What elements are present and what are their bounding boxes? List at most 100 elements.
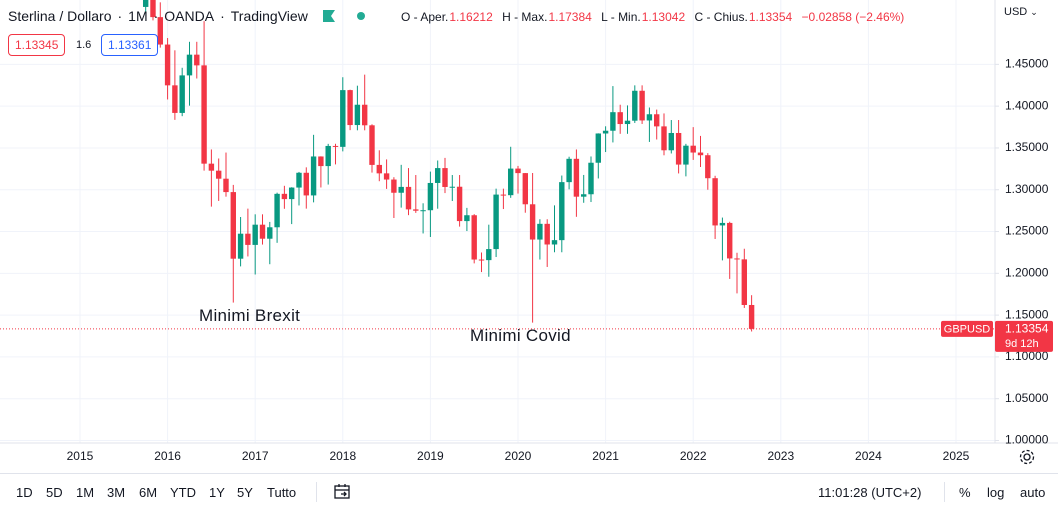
candle-body	[456, 186, 463, 222]
candle-body	[551, 240, 558, 245]
scale-option[interactable]: log	[987, 485, 1005, 500]
candle-body	[507, 168, 514, 196]
candle-body	[566, 158, 572, 183]
candles	[142, 0, 755, 332]
x-tick-label: 2025	[943, 449, 970, 463]
candle-body	[522, 173, 528, 205]
ohlc-value: 1.16212	[449, 10, 493, 24]
candle-body	[405, 186, 412, 210]
range-button[interactable]: 1M	[76, 485, 95, 500]
symbol-tag	[941, 320, 993, 337]
candle-body	[252, 224, 258, 245]
candle-body	[215, 170, 222, 179]
candle-body	[318, 156, 324, 167]
candle-body	[486, 249, 492, 261]
candle-body	[230, 192, 236, 259]
market-status	[356, 12, 365, 20]
candle-body	[420, 210, 426, 212]
y-tick-label: 1.00000	[1005, 433, 1049, 447]
ohlc-value: 1.17384	[548, 10, 592, 24]
range-button[interactable]: Tutto	[267, 485, 297, 500]
calendar-icon[interactable]	[333, 483, 351, 501]
flag-icon[interactable]	[322, 9, 336, 23]
candle-body	[602, 130, 609, 134]
x-tick-label: 2015	[67, 449, 94, 463]
ohlc-label: L - Min.	[601, 10, 641, 24]
y-tick-label: 1.10000	[1005, 349, 1049, 363]
range-button[interactable]: 5Y	[237, 485, 253, 500]
candle-body	[259, 224, 266, 239]
range-button[interactable]: 5D	[46, 485, 63, 500]
candle-body	[478, 259, 485, 261]
candle-body	[464, 215, 470, 222]
change: −0.02858 (−2.46%)	[801, 10, 905, 24]
candle-body	[172, 85, 178, 113]
candle-body	[734, 258, 740, 260]
candle-body	[661, 126, 667, 151]
chart: 1.00000 1.05000 1.10000 1.15000 1.20000 1.250…	[0, 0, 1058, 465]
candle-body	[434, 168, 441, 183]
symbol-tag-label: GBPUSD	[944, 323, 991, 335]
candle-body	[675, 132, 682, 165]
range-button[interactable]: YTD	[170, 485, 196, 500]
candle-body	[705, 155, 711, 179]
buy-button[interactable]: 1.13361	[101, 34, 159, 56]
candle-body	[632, 90, 638, 121]
candle-body	[340, 90, 346, 147]
candle-body	[639, 90, 645, 121]
symbol-header: Sterlina / Dollaro · 1M · OANDA · TradingVi…	[8, 8, 367, 24]
scale-option[interactable]: auto	[1020, 485, 1046, 500]
x-tick-label: 2020	[505, 449, 532, 463]
candle-body	[537, 223, 543, 240]
price-tag-value: 1.13354	[1005, 322, 1049, 336]
y-tick-label: 1.35000	[1005, 140, 1049, 154]
range-button[interactable]: 3M	[107, 485, 126, 500]
range-button[interactable]: 6M	[139, 485, 158, 500]
ohlc-label: C - Chius.	[694, 10, 748, 24]
candle-body	[654, 114, 660, 127]
y-tick-label: 1.30000	[1005, 182, 1049, 196]
candle-body	[274, 193, 280, 228]
candle-body	[588, 162, 594, 195]
annotation: Minimi Covid	[470, 326, 571, 345]
range-button[interactable]: 1Y	[209, 485, 225, 500]
candle-body	[303, 172, 309, 196]
candle-body	[471, 215, 477, 260]
candle-body	[544, 223, 550, 245]
currency-dropdown[interactable]: USD ⌄	[1004, 6, 1038, 18]
candle-body	[332, 145, 339, 147]
candle-body	[500, 194, 507, 196]
candle-body	[442, 168, 448, 187]
candle-body	[617, 112, 623, 125]
candle-body	[310, 156, 317, 196]
symbol-name[interactable]: Sterlina / Dollaro	[8, 8, 112, 24]
candle-body	[361, 104, 368, 126]
interval[interactable]: 1M	[128, 8, 148, 24]
range-button[interactable]: 1D	[16, 485, 33, 500]
candle-body	[624, 120, 631, 125]
candle-body	[383, 173, 390, 180]
ohlc-label: O - Aper.	[401, 10, 449, 24]
candle-body	[493, 194, 499, 250]
candle-body	[267, 227, 273, 239]
candle-body	[449, 186, 455, 188]
spread: 1.6	[76, 39, 92, 51]
separator	[944, 482, 945, 502]
candle-body	[142, 0, 149, 7]
candle-body	[581, 194, 587, 197]
candle-body	[559, 182, 565, 241]
candle-body	[427, 182, 434, 211]
settings-icon[interactable]	[1019, 449, 1035, 465]
scale-option[interactable]: %	[959, 485, 971, 500]
candle-body	[712, 178, 718, 226]
ohlc-value: 1.13354	[748, 10, 793, 24]
clock: 11:01:28 (UTC+2)	[818, 485, 922, 500]
sell-button[interactable]: 1.13345	[8, 34, 66, 56]
axes: 1.00000 1.05000 1.10000 1.15000 1.20000 1.250…	[0, 57, 1053, 463]
candle-body	[573, 158, 580, 197]
ohlc-value: 1.13042	[641, 10, 686, 24]
broker: OANDA	[164, 8, 215, 24]
currency: USD	[1004, 6, 1028, 18]
candle-body	[391, 179, 397, 193]
candle-body	[398, 186, 404, 193]
